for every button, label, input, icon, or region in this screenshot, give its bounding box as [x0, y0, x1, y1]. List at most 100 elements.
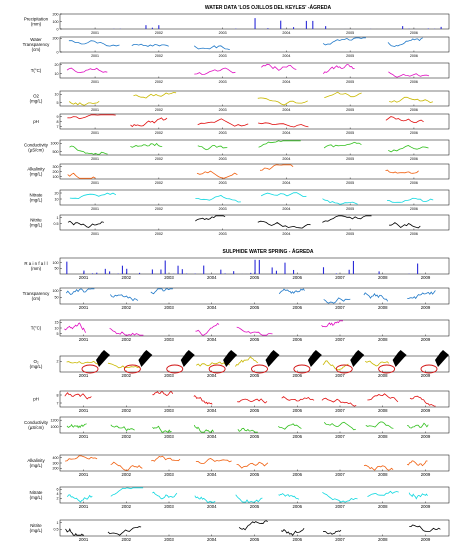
y-tick-label: 5: [57, 101, 59, 105]
y-axis-label: T(°C): [31, 68, 42, 73]
series-line: [195, 322, 220, 336]
series-line: [386, 197, 434, 203]
series-line: [278, 288, 305, 295]
y-axis-label: (mg/L): [30, 172, 43, 177]
x-tick-label: 2006: [410, 54, 418, 58]
x-tick-label: 2002: [121, 504, 131, 509]
y-tick-label: 100: [53, 289, 59, 293]
y-axis-label: O2: [33, 93, 39, 98]
series-line: [259, 164, 294, 171]
y-axis-label: Water: [30, 37, 42, 42]
marker-arrow: [435, 350, 449, 367]
x-tick-label: 2008: [378, 275, 388, 280]
y-axis-label: (cm): [32, 47, 41, 52]
precip-bar: [293, 27, 295, 29]
series-line: [322, 360, 349, 371]
x-tick-label: 2005: [250, 373, 260, 378]
precip-bar: [440, 26, 442, 29]
series-line: [194, 495, 216, 503]
y-tick-label: 2: [57, 497, 59, 501]
y-tick-label: 10: [55, 326, 59, 330]
precip-bar: [139, 272, 141, 274]
axes-frame: [59, 139, 450, 156]
series-line: [322, 215, 372, 223]
x-tick-label: 2003: [164, 408, 174, 413]
x-tick-label: 2002: [121, 537, 131, 542]
y-axis-label: (µS/cm): [28, 148, 44, 153]
y-tick-label: 200: [53, 170, 59, 174]
x-tick-label: 2006: [410, 108, 418, 112]
series-line: [258, 122, 309, 128]
x-tick-label: 2001: [79, 537, 89, 542]
x-tick-label: 2004: [282, 108, 290, 112]
x-tick-label: 2006: [410, 157, 418, 161]
x-tick-label: 2007: [335, 504, 345, 509]
y-axis-label: O₂: [33, 359, 38, 364]
series-line: [258, 140, 301, 148]
marker-arrow: [180, 350, 195, 367]
x-tick-label: 2001: [79, 472, 89, 477]
series-line: [107, 362, 141, 369]
x-tick-label: 2004: [282, 80, 290, 84]
series-line: [277, 423, 302, 430]
x-tick-label: 2008: [378, 373, 388, 378]
x-tick-label: 2004: [282, 232, 290, 236]
y-tick-label: 2: [57, 360, 59, 364]
series-line: [64, 392, 92, 400]
y-tick-label: 4: [57, 492, 59, 496]
series-line: [363, 292, 389, 302]
marker-ellipse: [378, 364, 396, 374]
y-axis-label: T(°C): [31, 326, 42, 331]
series-line: [65, 455, 98, 462]
series-line: [322, 529, 342, 535]
series-line: [193, 395, 213, 405]
x-tick-label: 2007: [335, 275, 345, 280]
precip-bar: [109, 271, 111, 274]
series-line: [110, 487, 144, 497]
x-tick-label: 2003: [219, 157, 227, 161]
panel-1: Transparency(cm) 100 50 2001 2002 2003 2004 200…: [23, 287, 450, 310]
x-tick-label: 2005: [346, 80, 354, 84]
x-tick-label: 2003: [164, 537, 174, 542]
y-axis-label: pH: [33, 397, 39, 402]
series-line: [278, 493, 300, 500]
panel-3: O2(mg/L) 10 5 2001 2002 2003 2004 2005 2006: [30, 90, 450, 112]
y-tick-label: 500: [53, 150, 59, 154]
y-axis-label: (mg/L): [30, 463, 43, 468]
axes-frame: [59, 62, 450, 79]
x-tick-label: 2001: [91, 80, 99, 84]
x-tick-label: 2009: [421, 472, 431, 477]
series-line: [260, 192, 307, 198]
y-tick-label: 7: [57, 125, 59, 129]
marker-ellipse: [81, 364, 99, 374]
x-tick-label: 2002: [155, 80, 163, 84]
axes-frame: [59, 189, 450, 206]
x-tick-label: 2003: [164, 434, 174, 439]
series-line: [235, 356, 259, 367]
x-tick-label: 2005: [346, 108, 354, 112]
y-tick-label: 8: [57, 393, 59, 397]
x-tick-label: 2001: [91, 181, 99, 185]
x-tick-label: 2004: [207, 472, 217, 477]
x-tick-label: 2007: [335, 408, 345, 413]
y-tick-label: 1000: [51, 142, 59, 146]
x-tick-label: 2002: [121, 472, 131, 477]
precip-bar: [96, 272, 98, 274]
panel-4: pH 987 2001 2002 2003 2004 2005 2006: [33, 113, 450, 135]
x-tick-label: 2005: [250, 305, 260, 310]
x-tick-label: 2005: [250, 472, 260, 477]
x-tick-label: 2001: [91, 131, 99, 135]
series-line: [197, 145, 228, 151]
x-tick-label: 2002: [155, 31, 163, 35]
title-top: WATER DATA 'LOS OJILLOS DEL KEYLES' -ÁGR…: [205, 4, 332, 11]
x-tick-label: 2005: [346, 131, 354, 135]
series-line: [257, 220, 311, 229]
y-axis-label: (mg/L): [30, 495, 43, 500]
y-axis-label: (mm): [31, 266, 42, 271]
series-line: [363, 464, 394, 471]
x-tick-label: 2009: [421, 434, 431, 439]
precip-bar: [258, 259, 260, 274]
marker-arrow: [307, 350, 322, 367]
y-tick-label: 5: [57, 332, 59, 336]
